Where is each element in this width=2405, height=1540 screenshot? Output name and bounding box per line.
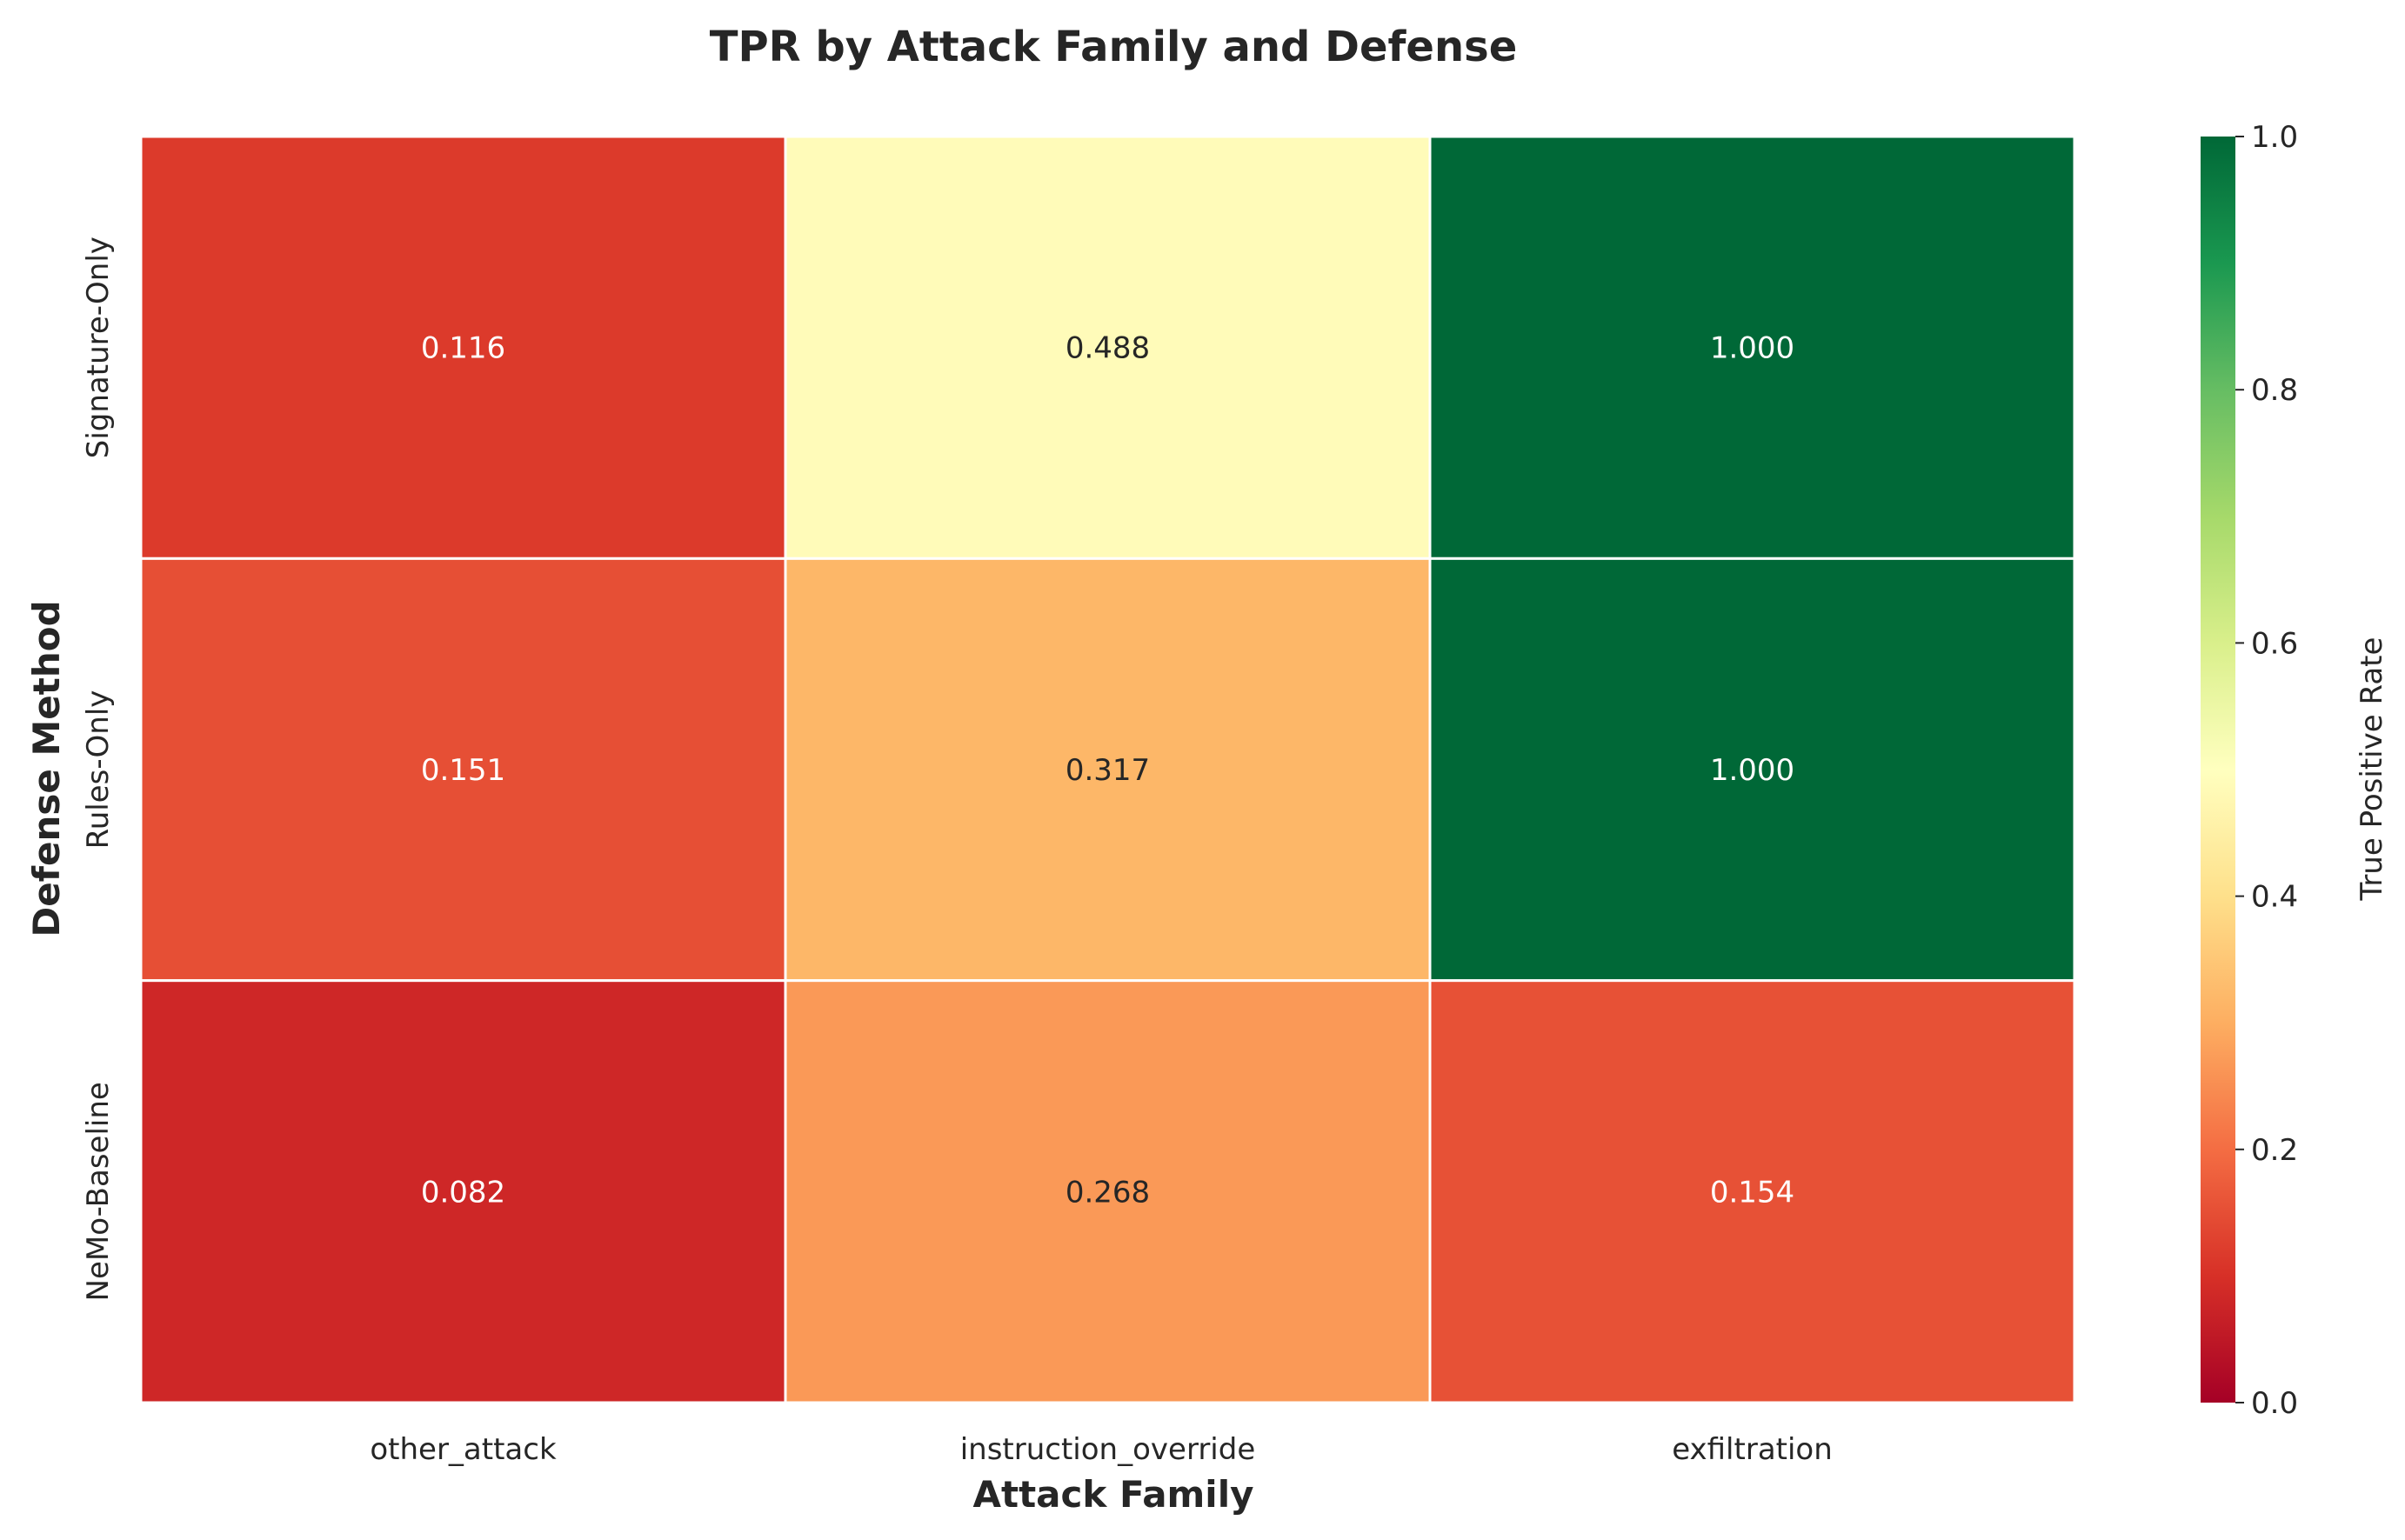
colorbar-tick-label: 1.0 xyxy=(2251,120,2298,155)
colorbar-tick-label: 0.0 xyxy=(2251,1386,2298,1421)
heatmap-cell-value: 0.488 xyxy=(1066,331,1150,366)
y-axis-label: Defense Method xyxy=(25,600,68,937)
heatmap-cell xyxy=(784,557,1432,983)
heatmap-cells xyxy=(139,135,2076,1404)
colorbar xyxy=(2201,137,2235,1403)
y-tick-label: NeMo-Baseline xyxy=(81,1082,116,1301)
heatmap-cell xyxy=(784,979,1432,1404)
heatmap-cell xyxy=(1428,557,2076,983)
heatmap-cell xyxy=(1428,135,2076,560)
colorbar-ticks: 0.0 0.2 0.4 0.6 0.8 1.0 xyxy=(2235,120,2298,1421)
heatmap-cell-value: 1.000 xyxy=(1710,331,1794,366)
heatmap-cell xyxy=(139,135,787,560)
x-tick-label: exfiltration xyxy=(1672,1432,1833,1467)
x-axis-label: Attack Family xyxy=(973,1473,1254,1516)
heatmap-cell-labels: 0.116 0.488 1.000 0.151 0.317 1.000 0.082 0.268… xyxy=(421,331,1794,1210)
x-tick-label: other_attack xyxy=(370,1432,557,1467)
heatmap-cell-value: 0.082 xyxy=(421,1175,505,1210)
x-tick-label: instruction_override xyxy=(960,1432,1256,1467)
heatmap-cell-value: 0.151 xyxy=(421,753,505,788)
heatmap-cell-value: 0.154 xyxy=(1710,1175,1794,1210)
y-axis-ticks: Signature-Only Rules-Only NeMo-Baseline xyxy=(81,237,116,1301)
heatmap-cell xyxy=(784,135,1432,560)
colorbar-tick-label: 0.2 xyxy=(2251,1133,2298,1168)
heatmap-cell xyxy=(1428,979,2076,1404)
heatmap-cell xyxy=(139,557,787,983)
heatmap-cell-value: 0.317 xyxy=(1066,753,1150,788)
y-tick-label: Signature-Only xyxy=(81,237,116,458)
y-tick-label: Rules-Only xyxy=(81,690,116,850)
colorbar-label: True Positive Rate xyxy=(2355,637,2389,902)
heatmap-cell-value: 0.116 xyxy=(421,331,505,366)
heatmap-cell xyxy=(139,979,787,1404)
chart-title: TPR by Attack Family and Defense xyxy=(710,23,1518,71)
heatmap-cell-value: 0.268 xyxy=(1066,1175,1150,1210)
colorbar-tick-label: 0.8 xyxy=(2251,373,2298,408)
colorbar-tick-label: 0.4 xyxy=(2251,880,2298,915)
colorbar-tick-label: 0.6 xyxy=(2251,626,2298,661)
heatmap-cell-value: 1.000 xyxy=(1710,753,1794,788)
x-axis-ticks: other_attack instruction_override exfiltra… xyxy=(370,1432,1832,1467)
